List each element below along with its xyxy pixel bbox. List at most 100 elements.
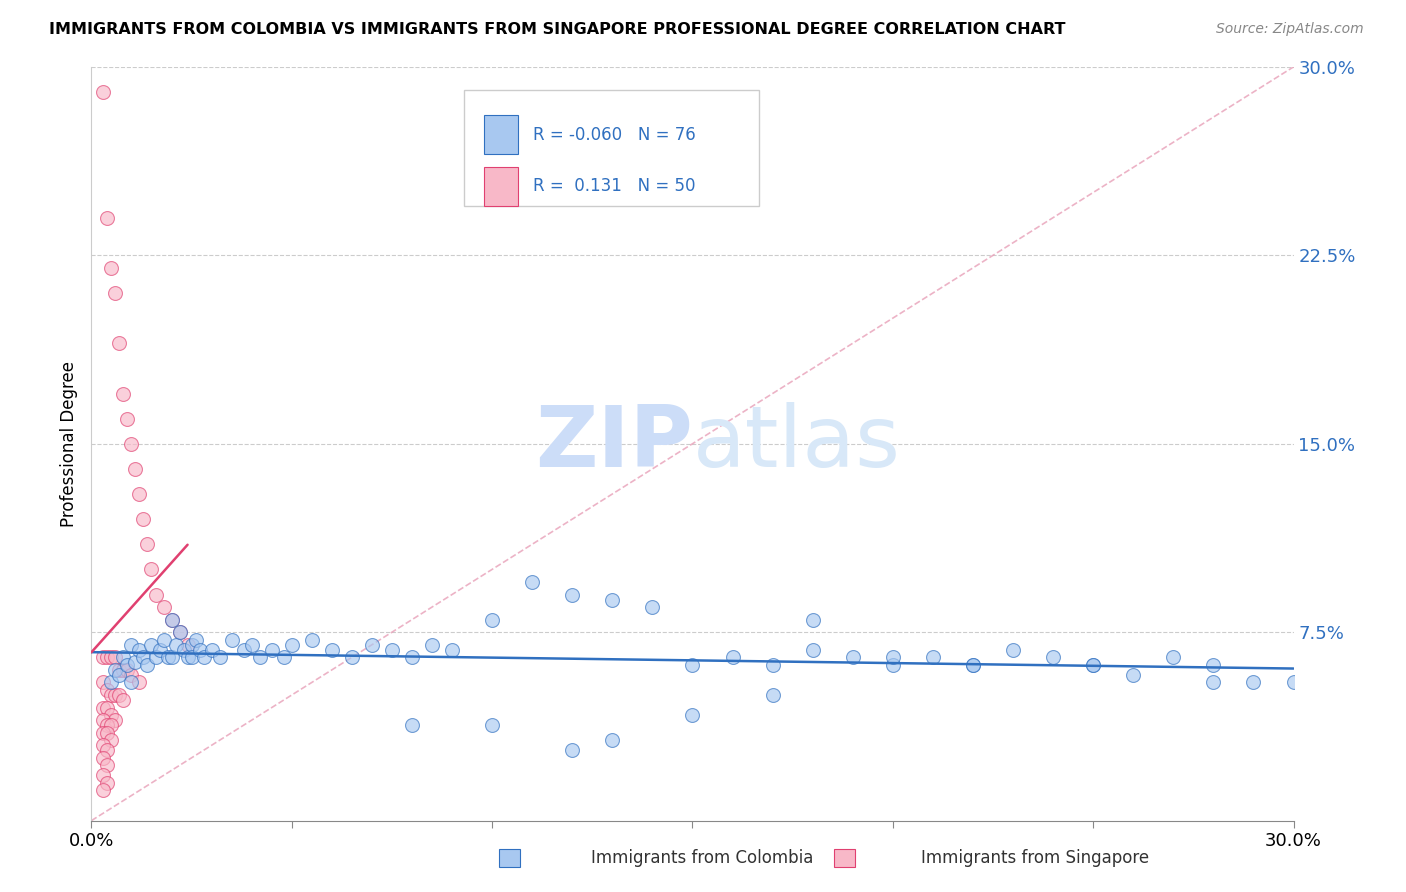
FancyBboxPatch shape — [485, 167, 519, 206]
FancyBboxPatch shape — [485, 115, 519, 154]
Point — [93, 751, 115, 765]
Point — [141, 562, 163, 576]
Point — [232, 642, 254, 657]
Point — [108, 336, 131, 351]
Point — [962, 657, 984, 672]
Point — [93, 725, 115, 739]
Point — [160, 613, 183, 627]
Point — [360, 638, 382, 652]
Point — [145, 588, 167, 602]
Point — [221, 632, 243, 647]
Point — [112, 693, 135, 707]
Point — [112, 663, 135, 677]
Point — [93, 85, 115, 99]
Point — [141, 638, 163, 652]
Point — [117, 411, 139, 425]
Point — [148, 642, 170, 657]
Point — [176, 638, 198, 652]
Point — [420, 638, 443, 652]
Point — [93, 783, 115, 797]
Point — [96, 683, 118, 698]
Point — [1083, 657, 1105, 672]
Point — [1163, 650, 1185, 665]
Point — [132, 650, 155, 665]
Point — [281, 638, 304, 652]
Point — [121, 638, 143, 652]
Text: IMMIGRANTS FROM COLOMBIA VS IMMIGRANTS FROM SINGAPORE PROFESSIONAL DEGREE CORREL: IMMIGRANTS FROM COLOMBIA VS IMMIGRANTS F… — [49, 22, 1066, 37]
Point — [1282, 675, 1305, 690]
Point — [176, 650, 198, 665]
Point — [561, 588, 583, 602]
Text: Immigrants from Colombia: Immigrants from Colombia — [591, 849, 813, 867]
Point — [96, 725, 118, 739]
Point — [156, 650, 179, 665]
Y-axis label: Professional Degree: Professional Degree — [59, 360, 77, 527]
Text: R = -0.060   N = 76: R = -0.060 N = 76 — [533, 126, 696, 144]
Point — [180, 650, 202, 665]
Point — [108, 663, 131, 677]
Point — [152, 600, 174, 615]
Point — [124, 656, 146, 670]
Point — [641, 600, 664, 615]
Point — [93, 739, 115, 753]
Point — [481, 718, 503, 732]
Point — [801, 613, 824, 627]
Point — [108, 688, 131, 702]
Point — [188, 642, 211, 657]
Point — [882, 657, 904, 672]
Point — [132, 512, 155, 526]
FancyBboxPatch shape — [464, 89, 759, 206]
Point — [93, 675, 115, 690]
Point — [1243, 675, 1265, 690]
Point — [96, 743, 118, 757]
Point — [962, 657, 984, 672]
Point — [169, 625, 191, 640]
Point — [602, 592, 624, 607]
Point — [128, 675, 150, 690]
Point — [96, 776, 118, 790]
Point — [401, 718, 423, 732]
Point — [124, 462, 146, 476]
Point — [801, 642, 824, 657]
Point — [602, 733, 624, 747]
Point — [1083, 657, 1105, 672]
Point — [481, 613, 503, 627]
Point — [100, 733, 122, 747]
Point — [401, 650, 423, 665]
Point — [561, 743, 583, 757]
Point — [93, 700, 115, 714]
Point — [100, 708, 122, 723]
Point — [96, 758, 118, 772]
Point — [128, 487, 150, 501]
Point — [104, 650, 127, 665]
Point — [1122, 668, 1144, 682]
Point — [922, 650, 945, 665]
Point — [93, 768, 115, 782]
Point — [112, 386, 135, 401]
Point — [152, 632, 174, 647]
Point — [1042, 650, 1064, 665]
Point — [100, 260, 122, 275]
Point — [180, 638, 202, 652]
Point — [93, 650, 115, 665]
Point — [121, 668, 143, 682]
Point — [301, 632, 323, 647]
Point — [522, 574, 544, 589]
Point — [201, 642, 224, 657]
Point — [117, 657, 139, 672]
Point — [104, 713, 127, 727]
Point — [121, 437, 143, 451]
Point — [104, 663, 127, 677]
Point — [145, 650, 167, 665]
Point — [184, 632, 207, 647]
Point — [96, 718, 118, 732]
Point — [108, 668, 131, 682]
Point — [208, 650, 231, 665]
Text: Immigrants from Singapore: Immigrants from Singapore — [921, 849, 1149, 867]
Point — [160, 613, 183, 627]
Point — [96, 650, 118, 665]
Text: Source: ZipAtlas.com: Source: ZipAtlas.com — [1216, 22, 1364, 37]
Point — [136, 657, 159, 672]
Point — [112, 650, 135, 665]
Point — [165, 638, 187, 652]
